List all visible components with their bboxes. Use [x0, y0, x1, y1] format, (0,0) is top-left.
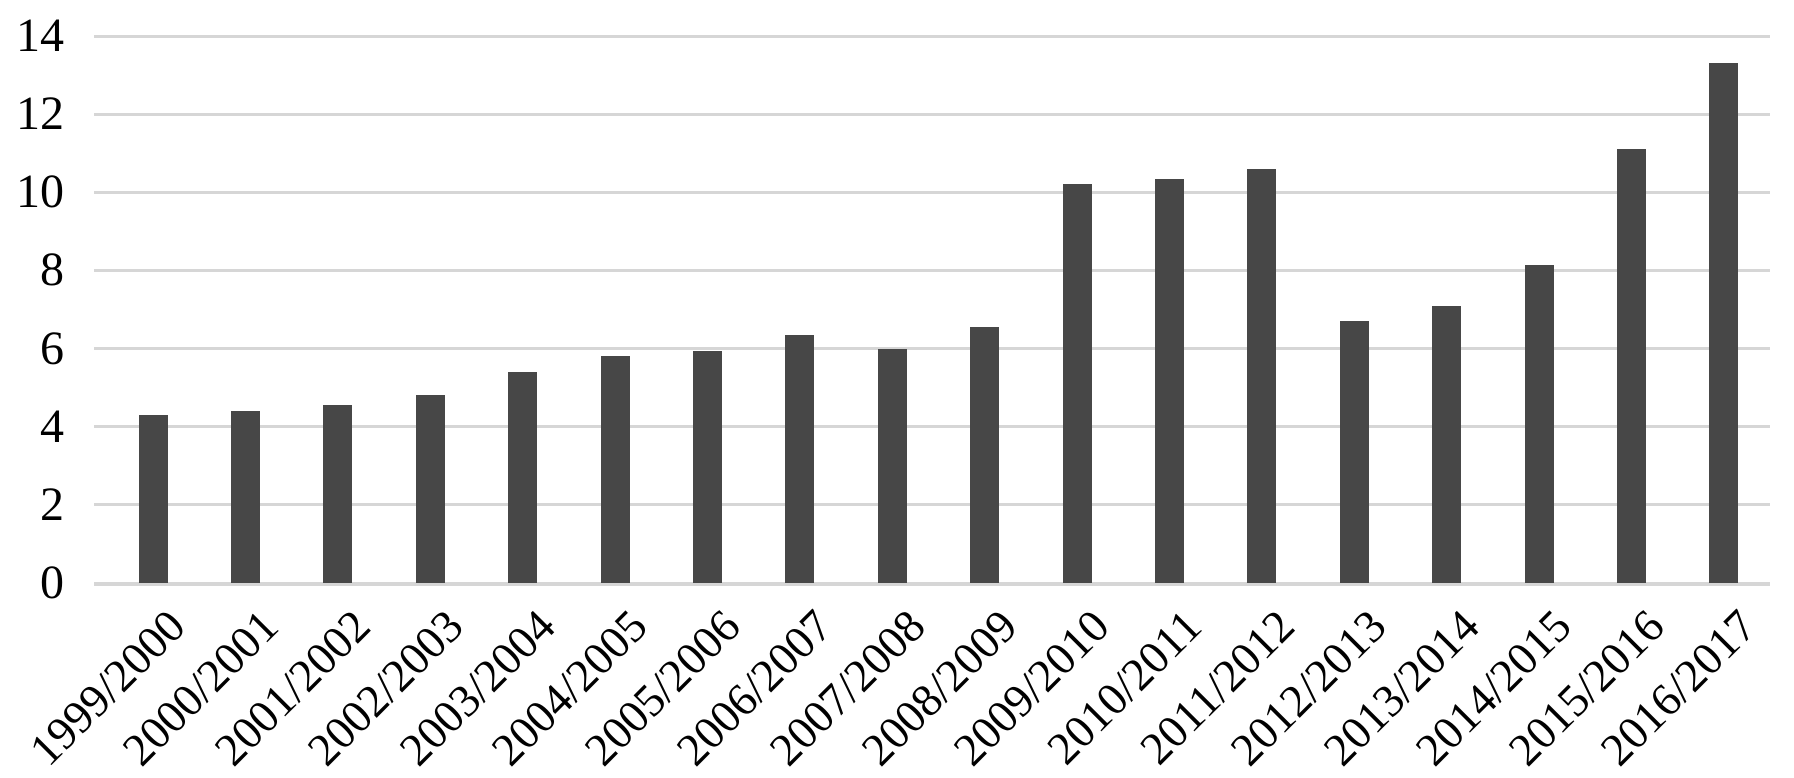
bar-2016/2017 — [1709, 63, 1739, 583]
bar-2009/2010 — [1062, 184, 1092, 583]
y-tick-label-2: 2 — [40, 477, 64, 531]
bar-2000/2001 — [231, 411, 261, 583]
y-tick-label-8: 8 — [40, 243, 64, 297]
bar-2014/2015 — [1524, 264, 1554, 583]
bar-2004/2005 — [600, 356, 630, 583]
bar-2003/2004 — [508, 372, 538, 583]
y-tick-label-14: 14 — [16, 9, 64, 62]
gridline-y-6 — [94, 347, 1770, 351]
bar-2002/2003 — [415, 395, 445, 583]
gridline-y-10 — [94, 190, 1770, 194]
y-tick-label-0: 0 — [40, 556, 64, 609]
gridline-y-14 — [94, 34, 1770, 38]
bar-1999/2000 — [138, 414, 168, 583]
bar-2007/2008 — [877, 348, 907, 583]
y-tick-label-10: 10 — [16, 165, 64, 219]
bar-2008/2009 — [970, 327, 1000, 583]
y-tick-label-6: 6 — [40, 321, 64, 375]
bar-2011/2012 — [1247, 168, 1277, 583]
bar-2006/2007 — [785, 334, 815, 583]
bar-2005/2006 — [693, 350, 723, 583]
gridline-y-0 — [94, 581, 1770, 586]
bar-2010/2011 — [1154, 178, 1184, 583]
y-tick-label-12: 12 — [16, 87, 64, 141]
bar-2013/2014 — [1432, 305, 1462, 583]
bar-2012/2013 — [1339, 321, 1369, 583]
gridline-y-8 — [94, 268, 1770, 272]
gridline-y-4 — [94, 425, 1770, 429]
bar-2001/2002 — [323, 405, 353, 583]
gridline-y-2 — [94, 503, 1770, 507]
y-tick-label-4: 4 — [40, 399, 64, 453]
gridline-y-12 — [94, 112, 1770, 116]
bar-2015/2016 — [1616, 149, 1646, 583]
